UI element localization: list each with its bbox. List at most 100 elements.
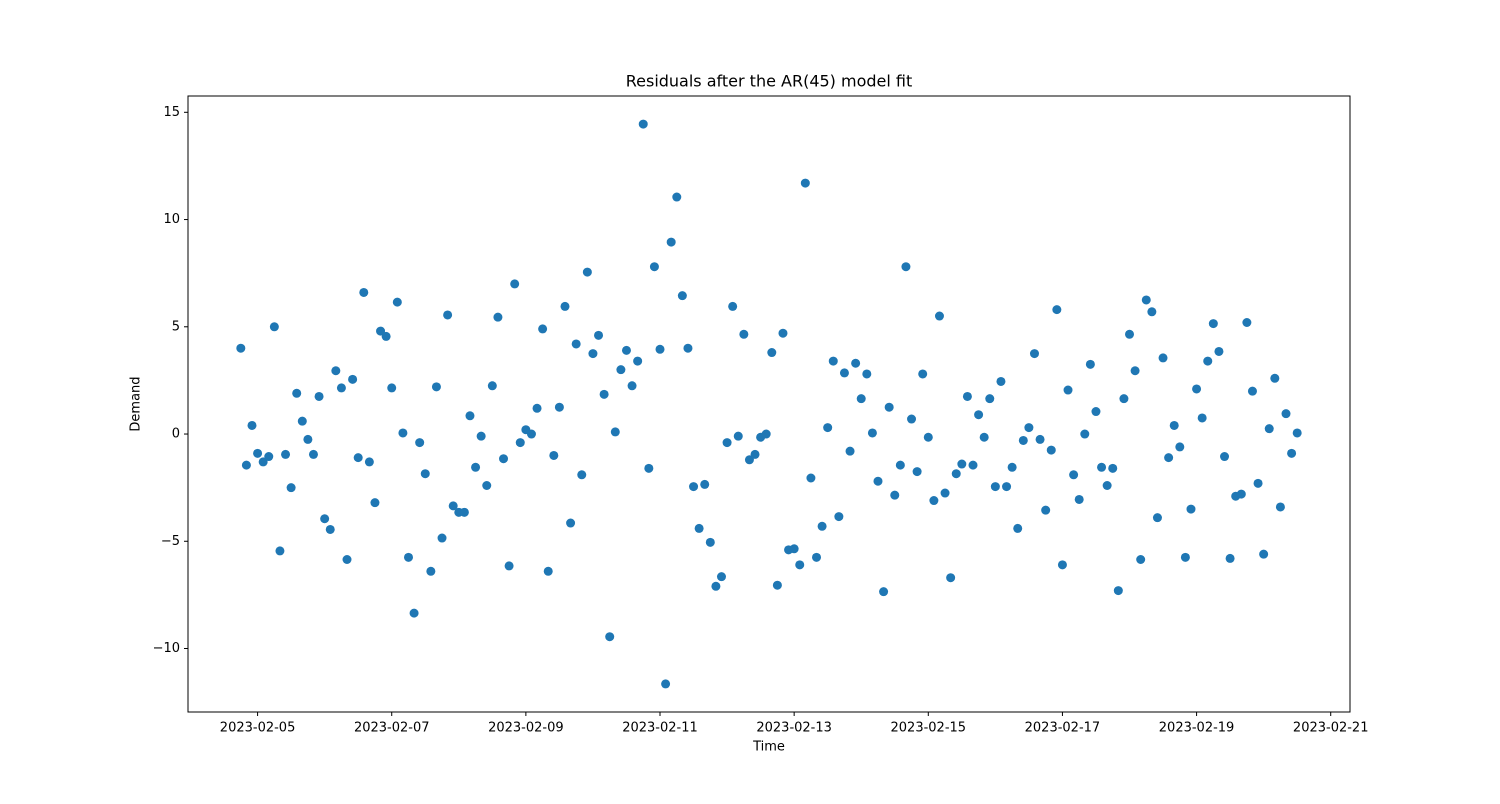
point	[320, 514, 330, 524]
point	[471, 462, 481, 472]
point	[1264, 424, 1274, 434]
point	[839, 368, 849, 378]
point	[834, 512, 844, 522]
x-tick-label: 2023-02-07	[354, 721, 430, 736]
point	[800, 178, 810, 188]
point	[739, 329, 749, 339]
point	[649, 262, 659, 272]
point	[1141, 295, 1151, 305]
point	[862, 369, 872, 379]
chart-title: Residuals after the AR(45) model fit	[626, 72, 913, 91]
point	[549, 450, 559, 460]
point	[1080, 429, 1090, 439]
point	[845, 446, 855, 456]
point	[403, 552, 413, 562]
point	[884, 402, 894, 412]
point	[538, 324, 548, 334]
point	[951, 469, 961, 479]
point	[683, 343, 693, 353]
point	[996, 376, 1006, 386]
point	[828, 356, 838, 366]
point	[867, 428, 877, 438]
point	[241, 460, 251, 470]
point	[733, 431, 743, 441]
point	[269, 322, 279, 332]
y-tick-label: 15	[163, 105, 180, 120]
point	[621, 345, 631, 355]
point	[1029, 349, 1039, 359]
point	[985, 394, 995, 404]
point	[1097, 462, 1107, 472]
point	[627, 381, 637, 391]
point	[582, 267, 592, 277]
point	[1203, 356, 1213, 366]
point	[1192, 384, 1202, 394]
y-tick-label: 0	[172, 427, 180, 442]
point	[325, 524, 335, 534]
point	[1242, 317, 1252, 327]
point	[689, 482, 699, 492]
plot-frame	[187, 95, 1351, 713]
point	[526, 429, 536, 439]
point	[482, 481, 492, 491]
point	[253, 448, 263, 458]
point	[370, 498, 380, 508]
point	[1002, 482, 1012, 492]
x-tick-label: 2023-02-21	[1293, 721, 1369, 736]
point	[940, 488, 950, 498]
point	[281, 449, 291, 459]
point	[728, 301, 738, 311]
point	[415, 438, 425, 448]
point	[331, 366, 341, 376]
point	[644, 463, 654, 473]
point	[1057, 560, 1067, 570]
point	[918, 369, 928, 379]
point	[974, 410, 984, 420]
point	[1136, 555, 1146, 565]
point	[448, 501, 458, 511]
point	[767, 348, 777, 358]
point	[1046, 445, 1056, 455]
point	[879, 587, 889, 597]
point	[476, 431, 486, 441]
point	[487, 381, 497, 391]
point	[364, 457, 374, 467]
point	[336, 383, 346, 393]
point	[359, 287, 369, 297]
point	[616, 365, 626, 375]
point	[772, 580, 782, 590]
point	[286, 483, 296, 493]
point	[890, 490, 900, 500]
point	[1130, 366, 1140, 376]
point	[716, 572, 726, 582]
point	[1281, 409, 1291, 419]
point	[588, 349, 598, 359]
point	[851, 358, 861, 368]
point	[1074, 494, 1084, 504]
point	[1287, 448, 1297, 458]
point	[292, 388, 302, 398]
point	[1069, 470, 1079, 480]
point	[856, 394, 866, 404]
point	[1152, 513, 1162, 523]
point	[314, 391, 324, 401]
point	[957, 459, 967, 469]
point	[672, 192, 682, 202]
point	[1253, 478, 1263, 488]
point	[962, 391, 972, 401]
point	[543, 566, 553, 576]
point	[895, 460, 905, 470]
point	[353, 453, 363, 463]
point	[236, 343, 246, 353]
point	[1091, 407, 1101, 417]
point	[437, 533, 447, 543]
point	[1275, 502, 1285, 512]
point	[1164, 453, 1174, 463]
point	[823, 423, 833, 433]
point	[264, 452, 274, 462]
point	[387, 383, 397, 393]
point	[1113, 586, 1123, 596]
point	[761, 429, 771, 439]
point	[348, 374, 358, 384]
